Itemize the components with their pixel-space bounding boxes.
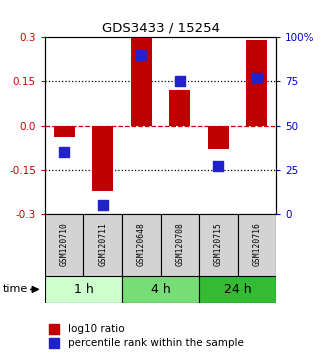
Bar	[199, 276, 276, 303]
Bar	[246, 40, 267, 126]
Bar	[160, 214, 199, 276]
Text: percentile rank within the sample: percentile rank within the sample	[68, 338, 244, 348]
Point	[52, 341, 57, 346]
Point	[52, 326, 57, 332]
Text: log10 ratio: log10 ratio	[68, 324, 125, 334]
Point	[62, 149, 67, 155]
Bar	[199, 214, 238, 276]
Bar	[238, 214, 276, 276]
Point	[100, 202, 105, 208]
Bar	[131, 37, 152, 126]
Bar	[122, 214, 160, 276]
Bar	[45, 214, 83, 276]
Bar	[92, 126, 113, 190]
Text: 4 h: 4 h	[151, 283, 170, 296]
Text: GSM120716: GSM120716	[252, 222, 261, 266]
Point	[139, 52, 144, 58]
Text: GSM120648: GSM120648	[137, 222, 146, 266]
Text: 1 h: 1 h	[74, 283, 93, 296]
Text: 24 h: 24 h	[224, 283, 251, 296]
Text: GSM120715: GSM120715	[214, 222, 223, 266]
Point	[216, 164, 221, 169]
Text: GSM120711: GSM120711	[98, 222, 107, 266]
Title: GDS3433 / 15254: GDS3433 / 15254	[101, 22, 220, 35]
Point	[254, 75, 259, 81]
Text: GSM120710: GSM120710	[60, 222, 69, 266]
Text: GSM120708: GSM120708	[175, 222, 184, 266]
Bar	[122, 276, 199, 303]
Bar	[169, 90, 190, 126]
Point	[177, 79, 182, 84]
Bar	[83, 214, 122, 276]
Bar	[45, 276, 122, 303]
Bar	[54, 126, 75, 137]
Text: time: time	[3, 284, 29, 295]
Bar	[208, 126, 229, 149]
